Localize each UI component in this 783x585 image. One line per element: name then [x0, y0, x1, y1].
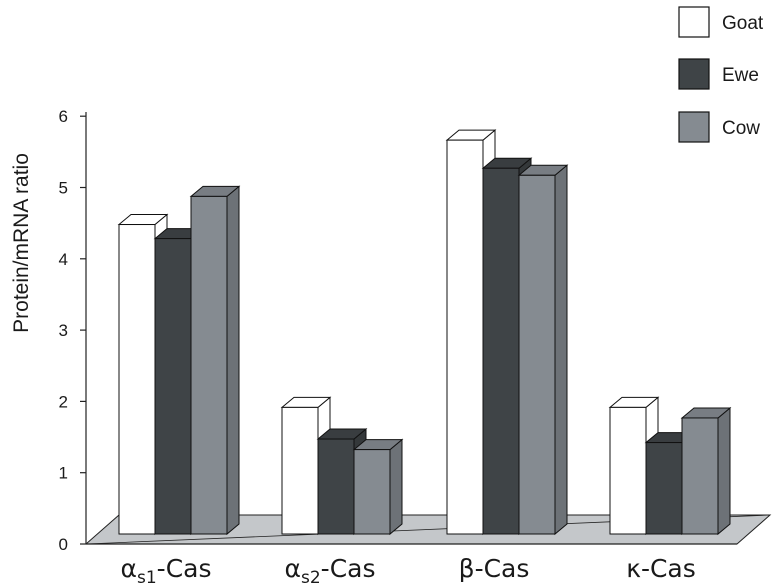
bars [117, 129, 732, 536]
bar-cow-1 [189, 185, 241, 536]
x-category-label: αs1-Cas [121, 554, 212, 585]
bar-front [281, 406, 319, 535]
legend-label: Ewe [722, 65, 759, 86]
y-tick-label: 3 [59, 321, 68, 340]
bar-front [154, 238, 192, 535]
legend-label: Goat [722, 13, 764, 34]
y-axis-label: Protein/mRNA ratio [10, 153, 33, 333]
y-tick-label: 0 [59, 535, 68, 554]
bar-front [353, 449, 391, 535]
x-category-label: β-Cas [459, 554, 530, 583]
x-axis-labels: αs1-Cas αs2-Cas β-Cas κ-Cas [121, 554, 696, 585]
bar-cow-3 [517, 164, 569, 536]
legend-item-ewe: Ewe [678, 58, 759, 90]
y-tick-label: 1 [59, 464, 68, 483]
bar-ewe-3 [481, 157, 533, 536]
legend-item-cow: Cow [678, 111, 760, 143]
bar-cow-4 [680, 406, 732, 536]
legend-swatch [678, 6, 710, 38]
bar-side [717, 406, 731, 536]
y-tick-label: 6 [59, 107, 68, 126]
x-category-label: αs2-Cas [285, 554, 376, 585]
bar-front [317, 438, 355, 535]
legend-swatch [678, 58, 710, 90]
y-axis-ticks: 0 1 2 3 4 5 6 [59, 107, 86, 554]
bar-side [554, 164, 568, 536]
bar-front [645, 442, 683, 535]
x-category-label: κ-Cas [626, 554, 696, 583]
legend-label: Cow [722, 118, 760, 139]
bar-front [446, 139, 484, 535]
y-tick-label: 5 [59, 179, 68, 198]
legend: Goat Ewe Cow [678, 6, 764, 143]
bar-front [118, 224, 156, 535]
bar-front [190, 195, 228, 535]
bar-side [389, 438, 403, 536]
bar-cow-2 [352, 438, 404, 536]
bar-front [609, 406, 647, 535]
y-tick-label: 2 [59, 392, 68, 411]
bar-front [482, 167, 520, 535]
y-tick-label: 4 [59, 250, 68, 269]
bar-side [226, 185, 240, 536]
legend-swatch [678, 111, 710, 143]
bar-front [518, 174, 556, 535]
bar-front [681, 417, 719, 535]
legend-item-goat: Goat [678, 6, 764, 38]
